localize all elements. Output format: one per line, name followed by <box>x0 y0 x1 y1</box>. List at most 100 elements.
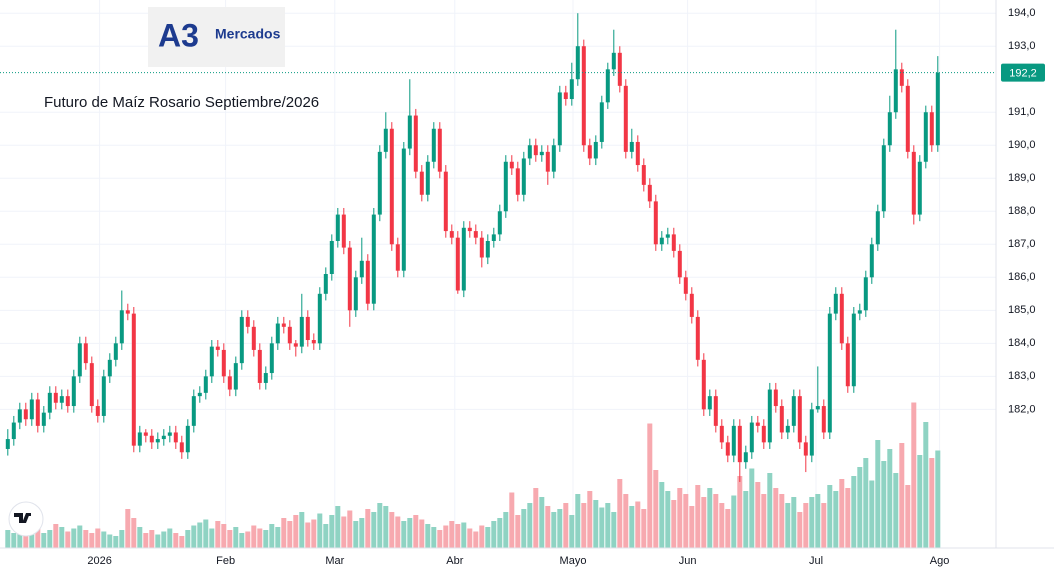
volume-bar <box>437 530 443 548</box>
candle-body <box>407 115 412 149</box>
volume-bar <box>95 528 101 548</box>
volume-bar <box>761 494 767 548</box>
volume-bar <box>491 521 497 548</box>
candle-body <box>443 171 448 232</box>
candle-body <box>29 399 34 420</box>
volume-bar <box>509 492 515 548</box>
candle-body <box>797 396 802 443</box>
candle-body <box>161 435 166 440</box>
volume-bar <box>317 513 323 548</box>
candle-body <box>791 396 796 426</box>
volume-bar <box>881 461 887 548</box>
y-tick-label: 186,0 <box>1008 271 1036 283</box>
volume-bar <box>839 479 845 548</box>
volume-bar <box>803 503 809 548</box>
candle-body <box>275 323 280 344</box>
y-tick-label: 194,0 <box>1008 7 1036 19</box>
candle-body <box>713 396 718 426</box>
candle-body <box>677 250 682 278</box>
candle-body <box>281 323 286 327</box>
volume-bar <box>257 528 263 548</box>
candle-body <box>881 145 886 212</box>
volume-bar <box>629 506 635 548</box>
candle-body <box>593 141 598 159</box>
candle-body <box>611 52 616 70</box>
candle-body <box>905 85 910 152</box>
volume-bar <box>113 536 119 548</box>
y-tick-label: 185,0 <box>1008 304 1036 316</box>
candle-body <box>839 293 844 344</box>
volume-bar <box>359 518 365 548</box>
candle-body <box>533 145 538 156</box>
volume-bar <box>383 506 389 548</box>
candle-body <box>767 389 772 443</box>
volume-bar <box>635 501 641 548</box>
candle-body <box>725 442 730 456</box>
volume-bar <box>899 443 905 548</box>
volume-bar <box>275 527 281 548</box>
candle-body <box>695 316 700 360</box>
volume-bar <box>269 524 275 548</box>
candle-body <box>653 201 658 245</box>
volume-bar <box>833 491 839 548</box>
volume-bar <box>587 491 593 548</box>
candle-body <box>551 145 556 172</box>
candle-body <box>251 326 256 350</box>
volume-bar <box>875 440 881 548</box>
candle-body <box>227 376 232 390</box>
y-tick-label: 189,0 <box>1008 172 1036 184</box>
volume-bar <box>101 531 107 548</box>
candle-body <box>347 247 352 311</box>
candle-body <box>389 128 394 245</box>
volume-bar <box>245 531 251 548</box>
volume-layer <box>5 402 941 548</box>
volume-bar <box>773 488 779 548</box>
volume-bar <box>209 528 215 548</box>
volume-bar <box>755 482 761 548</box>
candle-body <box>53 392 58 403</box>
volume-bar <box>77 525 83 548</box>
candle-body <box>803 442 808 456</box>
volume-bar <box>683 494 689 548</box>
volume-bar <box>809 497 815 548</box>
volume-bar <box>407 518 413 548</box>
volume-bar <box>59 527 65 548</box>
volume-bar <box>293 515 299 548</box>
volume-bar <box>401 521 407 548</box>
candle-body <box>197 392 202 397</box>
x-tick-label: Jul <box>809 555 823 567</box>
candle-body <box>575 46 580 80</box>
volume-bar <box>845 488 851 548</box>
candle-body <box>779 406 784 433</box>
volume-bar <box>341 516 347 548</box>
tradingview-logo <box>8 501 44 537</box>
candle-body <box>167 432 172 436</box>
volume-bar <box>563 503 569 548</box>
volume-bar <box>671 500 677 548</box>
volume-bar <box>353 521 359 548</box>
volume-bar <box>47 530 53 548</box>
candle-body <box>659 237 664 245</box>
candle-body <box>545 151 550 172</box>
volume-bar <box>719 503 725 548</box>
volume-bar <box>821 503 827 548</box>
x-tick-label: 2026 <box>87 555 111 567</box>
candle-body <box>815 406 820 410</box>
candle-body <box>5 439 10 449</box>
candle-body <box>755 422 760 426</box>
volume-bar <box>371 512 377 548</box>
volume-bar <box>41 533 47 548</box>
candle-body <box>617 52 622 86</box>
candle-body <box>155 439 160 443</box>
candle-body <box>473 231 478 238</box>
volume-bar <box>743 491 749 548</box>
candle-body <box>287 326 292 344</box>
candle-body <box>821 406 826 433</box>
volume-bar <box>827 485 833 548</box>
candle-body <box>539 151 544 156</box>
volume-bar <box>233 527 239 548</box>
volume-bar <box>929 458 935 548</box>
candle-body <box>749 422 754 453</box>
last-price-box <box>1001 63 1045 82</box>
volume-bar <box>497 518 503 548</box>
